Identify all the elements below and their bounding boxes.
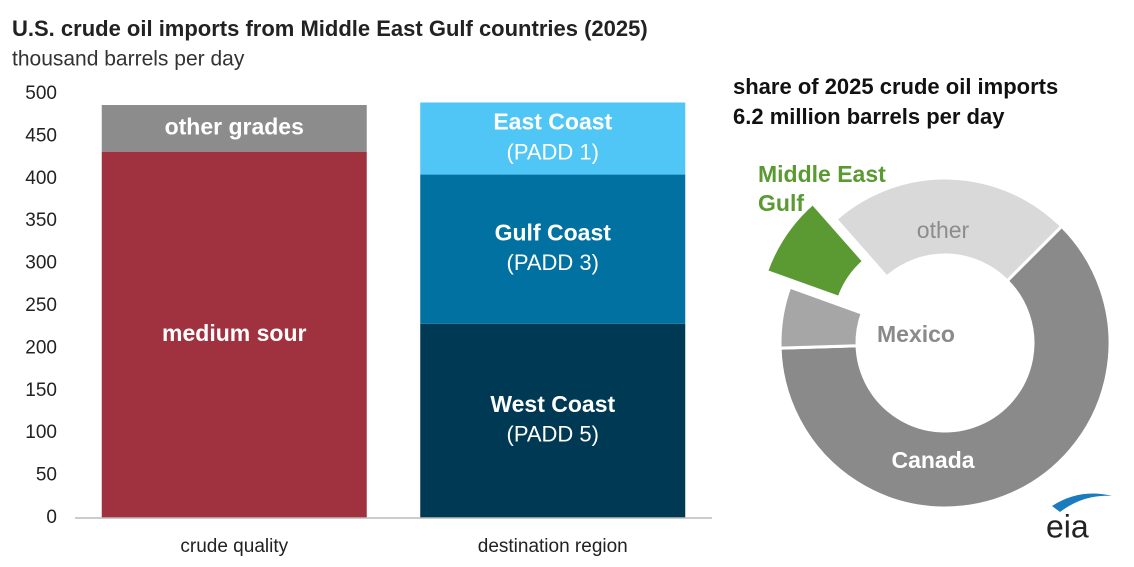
bar-segment bbox=[101, 151, 367, 518]
bar-segment bbox=[420, 102, 686, 175]
donut-slice bbox=[833, 176, 1064, 283]
donut-slice bbox=[778, 285, 865, 350]
donut-slice bbox=[778, 224, 1112, 510]
y-tick-label: 100 bbox=[25, 422, 57, 443]
slice-label: Mexico bbox=[877, 321, 955, 347]
segment-label: medium sour bbox=[162, 320, 306, 346]
bar-segment bbox=[420, 174, 686, 324]
segment-sublabel: (PADD 3) bbox=[507, 250, 600, 275]
y-tick-label: 200 bbox=[25, 337, 57, 358]
y-tick-label: 300 bbox=[25, 253, 57, 274]
segment-label: East Coast bbox=[493, 109, 612, 135]
y-tick-label: 50 bbox=[36, 465, 57, 486]
segment-label: West Coast bbox=[490, 391, 615, 417]
donut-callout-label: Middle East Gulf bbox=[758, 161, 886, 216]
donut-slice bbox=[764, 201, 866, 300]
x-tick-label: crude quality bbox=[180, 536, 288, 557]
y-tick-label: 350 bbox=[25, 210, 57, 231]
chart-subtitle: thousand barrels per day bbox=[12, 48, 245, 71]
slice-label: Canada bbox=[891, 447, 974, 473]
donut-title: share of 2025 crude oil imports bbox=[733, 74, 1058, 99]
segment-label: other grades bbox=[165, 113, 304, 139]
segment-sublabel: (PADD 5) bbox=[507, 422, 600, 447]
logo-swoosh bbox=[1052, 493, 1112, 512]
y-tick-label: 0 bbox=[46, 507, 57, 528]
y-tick-label: 150 bbox=[25, 380, 57, 401]
bar-segment bbox=[101, 105, 367, 152]
x-tick-label: destination region bbox=[478, 536, 628, 557]
y-tick-label: 400 bbox=[25, 168, 57, 189]
donut-subtitle: 6.2 million barrels per day bbox=[733, 104, 1005, 129]
chart-title: U.S. crude oil imports from Middle East … bbox=[12, 16, 648, 41]
y-tick-label: 500 bbox=[25, 83, 57, 104]
segment-sublabel: (PADD 1) bbox=[507, 139, 600, 164]
y-tick-label: 250 bbox=[25, 295, 57, 316]
bar-segment bbox=[420, 323, 686, 518]
segment-label: Gulf Coast bbox=[495, 219, 612, 245]
slice-label: other bbox=[917, 217, 970, 243]
y-tick-label: 450 bbox=[25, 125, 57, 146]
logo: eia bbox=[1046, 508, 1089, 544]
